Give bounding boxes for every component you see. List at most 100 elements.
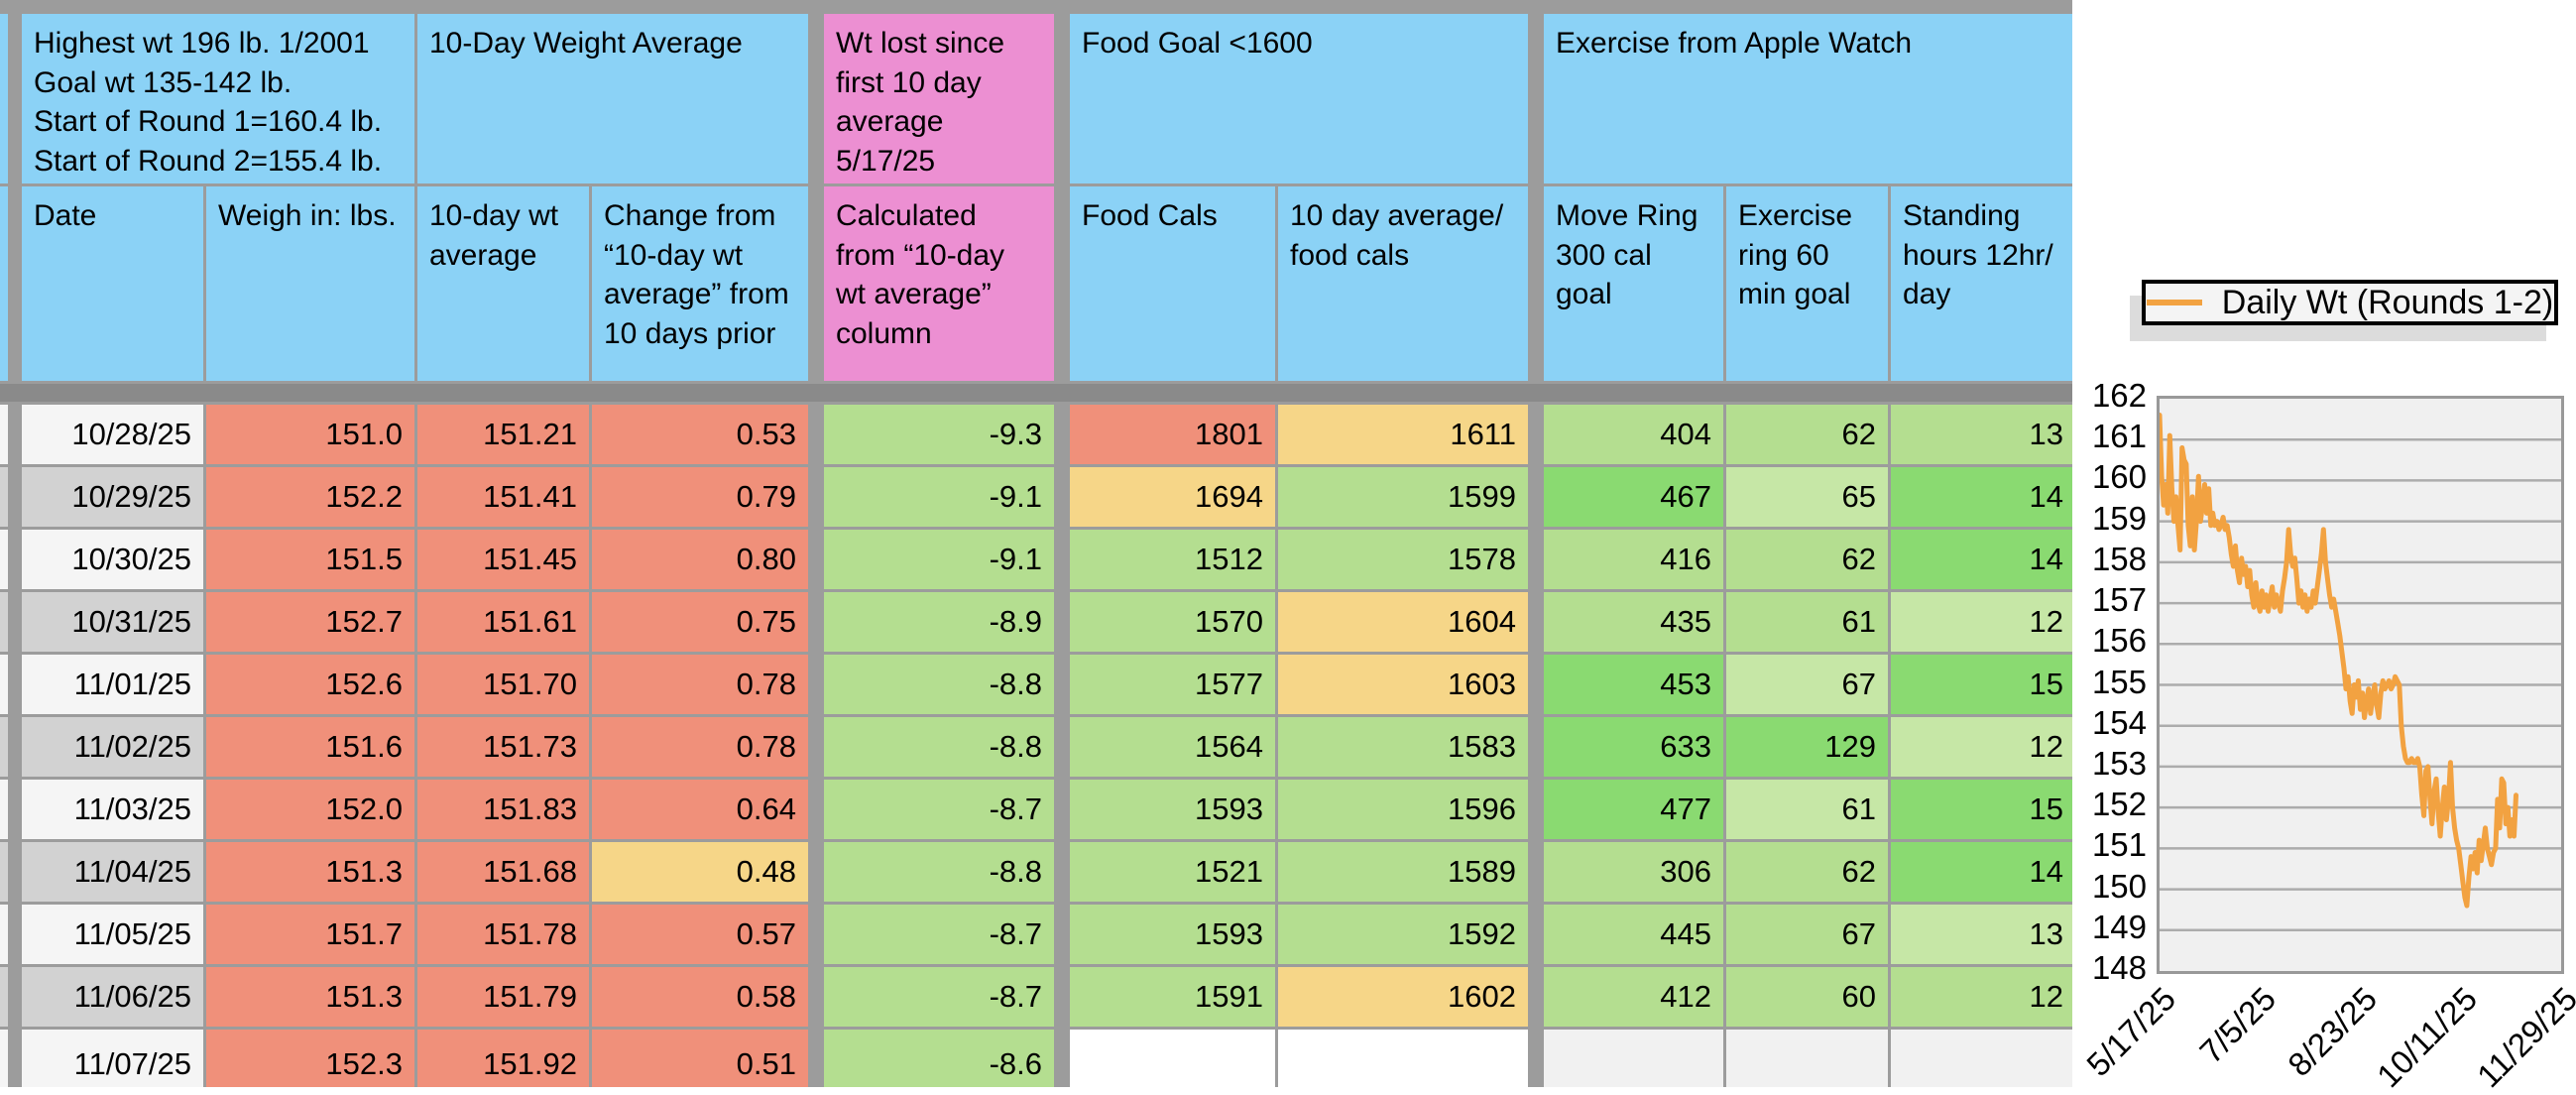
- table-cell[interactable]: -8.7: [824, 905, 1054, 964]
- table-cell[interactable]: -9.1: [824, 467, 1054, 527]
- table-cell[interactable]: [1726, 1030, 1888, 1087]
- date-cell[interactable]: 10/30/25: [22, 530, 203, 589]
- table-cell[interactable]: 1578: [1278, 530, 1528, 589]
- chart-plot-area[interactable]: [2157, 396, 2564, 974]
- table-cell[interactable]: 151.70: [417, 655, 589, 714]
- table-cell[interactable]: 151.73: [417, 717, 589, 777]
- table-cell[interactable]: 1801: [1070, 405, 1275, 464]
- table-cell[interactable]: 60: [1726, 967, 1888, 1027]
- table-cell[interactable]: 0.58: [592, 967, 808, 1027]
- table-cell[interactable]: 62: [1726, 842, 1888, 902]
- row-sliver-cell[interactable]: [0, 1030, 8, 1087]
- header-sliver-cell[interactable]: [0, 186, 8, 381]
- table-cell[interactable]: 12: [1891, 967, 2072, 1027]
- date-cell[interactable]: 11/05/25: [22, 905, 203, 964]
- table-cell[interactable]: 0.53: [592, 405, 808, 464]
- table-cell[interactable]: 1589: [1278, 842, 1528, 902]
- table-cell[interactable]: 67: [1726, 905, 1888, 964]
- table-cell[interactable]: -8.8: [824, 717, 1054, 777]
- table-cell[interactable]: 12: [1891, 592, 2072, 652]
- column-header-exercise-ring[interactable]: Exercise ring 60 min goal: [1726, 186, 1888, 381]
- column-header-move-ring[interactable]: Move Ring 300 cal goal: [1544, 186, 1723, 381]
- table-cell[interactable]: 0.75: [592, 592, 808, 652]
- table-cell[interactable]: -8.7: [824, 780, 1054, 839]
- table-cell[interactable]: 151.0: [206, 405, 414, 464]
- table-cell[interactable]: 151.83: [417, 780, 589, 839]
- table-cell[interactable]: 65: [1726, 467, 1888, 527]
- table-cell[interactable]: 62: [1726, 530, 1888, 589]
- table-cell[interactable]: [1278, 1030, 1528, 1087]
- row-sliver-cell[interactable]: [0, 405, 8, 464]
- info-block-cell[interactable]: Highest wt 196 lb. 1/2001 Goal wt 135-14…: [22, 14, 414, 183]
- table-cell[interactable]: 152.2: [206, 467, 414, 527]
- table-cell[interactable]: 412: [1544, 967, 1723, 1027]
- row-sliver-cell[interactable]: [0, 967, 8, 1027]
- table-cell[interactable]: 152.0: [206, 780, 414, 839]
- date-cell[interactable]: 10/28/25: [22, 405, 203, 464]
- table-cell[interactable]: 445: [1544, 905, 1723, 964]
- row-sliver-cell[interactable]: [0, 655, 8, 714]
- table-cell[interactable]: 1599: [1278, 467, 1528, 527]
- column-header-standing[interactable]: Standing hours 12hr/ day: [1891, 186, 2072, 381]
- table-cell[interactable]: 151.79: [417, 967, 589, 1027]
- table-cell[interactable]: 151.78: [417, 905, 589, 964]
- table-cell[interactable]: 1602: [1278, 967, 1528, 1027]
- group-header-exercise[interactable]: Exercise from Apple Watch: [1544, 14, 2072, 183]
- table-cell[interactable]: 15: [1891, 655, 2072, 714]
- date-cell[interactable]: 11/04/25: [22, 842, 203, 902]
- table-cell[interactable]: 1512: [1070, 530, 1275, 589]
- table-cell[interactable]: 151.45: [417, 530, 589, 589]
- table-cell[interactable]: 151.5: [206, 530, 414, 589]
- date-cell[interactable]: 10/31/25: [22, 592, 203, 652]
- table-cell[interactable]: -8.8: [824, 842, 1054, 902]
- table-cell[interactable]: 1603: [1278, 655, 1528, 714]
- table-cell[interactable]: -8.8: [824, 655, 1054, 714]
- table-cell[interactable]: 1583: [1278, 717, 1528, 777]
- date-cell[interactable]: 11/01/25: [22, 655, 203, 714]
- table-cell[interactable]: 129: [1726, 717, 1888, 777]
- group-header-weight-average[interactable]: 10-Day Weight Average: [417, 14, 808, 183]
- table-cell[interactable]: 1591: [1070, 967, 1275, 1027]
- table-cell[interactable]: 152.3: [206, 1030, 414, 1087]
- table-cell[interactable]: 12: [1891, 717, 2072, 777]
- table-cell[interactable]: 0.80: [592, 530, 808, 589]
- group-header-wt-lost[interactable]: Wt lost since first 10 day average 5/17/…: [824, 14, 1054, 183]
- table-cell[interactable]: 1604: [1278, 592, 1528, 652]
- table-cell[interactable]: 14: [1891, 842, 2072, 902]
- column-header-weigh-in[interactable]: Weigh in: lbs.: [206, 186, 414, 381]
- table-cell[interactable]: 467: [1544, 467, 1723, 527]
- table-cell[interactable]: 151.3: [206, 842, 414, 902]
- date-cell[interactable]: 11/03/25: [22, 780, 203, 839]
- column-header-calculated[interactable]: Calculated from “10-day wt average” colu…: [824, 186, 1054, 381]
- table-cell[interactable]: 1596: [1278, 780, 1528, 839]
- column-header-food-cals[interactable]: Food Cals: [1070, 186, 1275, 381]
- table-cell[interactable]: 1592: [1278, 905, 1528, 964]
- table-cell[interactable]: 0.79: [592, 467, 808, 527]
- row-sliver-cell[interactable]: [0, 530, 8, 589]
- table-cell[interactable]: 0.78: [592, 717, 808, 777]
- table-cell[interactable]: 453: [1544, 655, 1723, 714]
- table-cell[interactable]: [1070, 1030, 1275, 1087]
- header-sliver-cell[interactable]: [0, 14, 8, 183]
- group-header-food-goal[interactable]: Food Goal <1600: [1070, 14, 1528, 183]
- table-cell[interactable]: 1694: [1070, 467, 1275, 527]
- table-cell[interactable]: 14: [1891, 467, 2072, 527]
- table-cell[interactable]: 1564: [1070, 717, 1275, 777]
- table-cell[interactable]: 416: [1544, 530, 1723, 589]
- table-cell[interactable]: 1593: [1070, 780, 1275, 839]
- table-cell[interactable]: 151.61: [417, 592, 589, 652]
- table-cell[interactable]: 61: [1726, 780, 1888, 839]
- table-cell[interactable]: 1521: [1070, 842, 1275, 902]
- table-cell[interactable]: 0.64: [592, 780, 808, 839]
- date-cell[interactable]: 11/02/25: [22, 717, 203, 777]
- table-cell[interactable]: 151.6: [206, 717, 414, 777]
- table-cell[interactable]: 15: [1891, 780, 2072, 839]
- table-cell[interactable]: 151.92: [417, 1030, 589, 1087]
- table-cell[interactable]: 62: [1726, 405, 1888, 464]
- chart-legend[interactable]: Daily Wt (Rounds 1-2): [2142, 280, 2558, 325]
- table-cell[interactable]: -8.6: [824, 1030, 1054, 1087]
- row-sliver-cell[interactable]: [0, 467, 8, 527]
- row-sliver-cell[interactable]: [0, 717, 8, 777]
- table-cell[interactable]: 0.51: [592, 1030, 808, 1087]
- table-cell[interactable]: 1570: [1070, 592, 1275, 652]
